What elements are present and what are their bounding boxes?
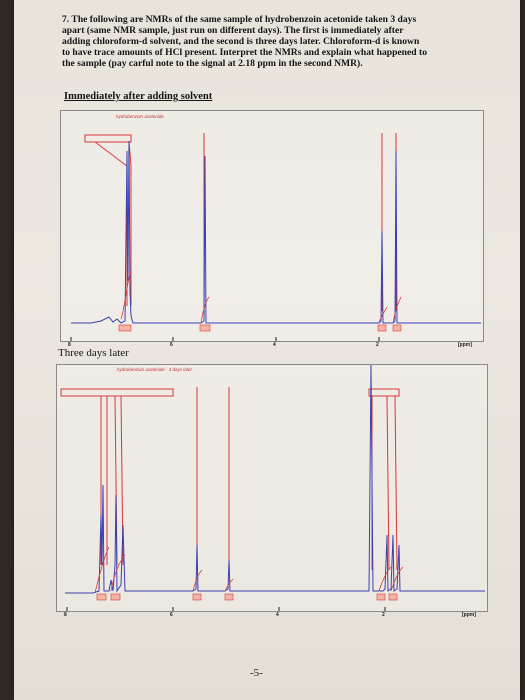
question-text: 7. The following are NMRs of the same sa… <box>62 14 428 69</box>
nmr-spectrum-1: hydrobenzoin acetonide <box>60 110 484 342</box>
spectrum-2-unit: [ppm] <box>462 612 476 618</box>
spectrum-1-legend: hydrobenzoin acetonide <box>116 114 164 119</box>
spectrum-2-tick-4: 4 <box>276 612 279 618</box>
spectrum-2-heading: Three days later <box>58 347 129 359</box>
spectrum-2-legend: hydrobenzoin acetonide - 3 days later <box>117 367 193 372</box>
spectrum-1-heading: Immediately after adding solvent <box>64 91 213 102</box>
spectrum-2-tick-8: 8 <box>64 612 67 618</box>
nmr-spectrum-2: hydrobenzoin acetonide - 3 days later <box>56 364 488 612</box>
page-number: -5- <box>250 667 263 679</box>
spectrum-2-tick-2: 2 <box>382 612 385 618</box>
spectrum-1-tick-6: 6 <box>170 342 173 348</box>
spectrum-1-plot <box>70 133 481 341</box>
spectrum-1-tick-2: 2 <box>376 342 379 348</box>
spectrum-1-tick-4: 4 <box>273 342 276 348</box>
worksheet-page <box>14 0 520 700</box>
spectrum-2-tick-6: 6 <box>170 612 173 618</box>
spectrum-1-tick-8: 8 <box>68 342 71 348</box>
spectrum-2-plot <box>60 365 485 611</box>
spectrum-1-unit: [ppm] <box>458 342 472 348</box>
